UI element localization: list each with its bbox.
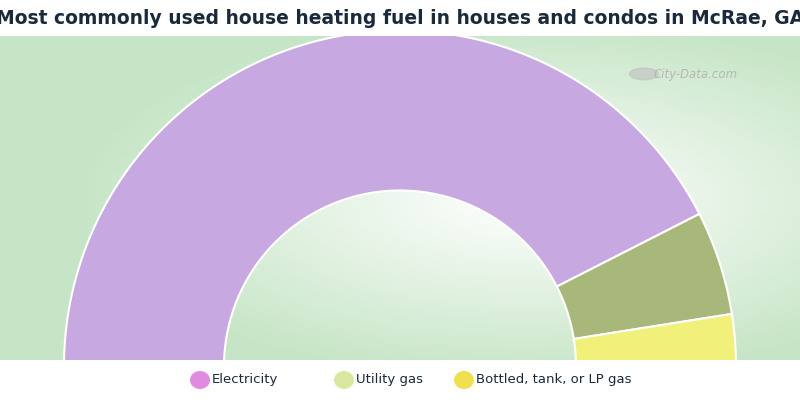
Polygon shape	[557, 214, 732, 339]
Polygon shape	[64, 30, 699, 366]
Ellipse shape	[334, 371, 354, 389]
Ellipse shape	[190, 371, 210, 389]
Text: City-Data.com: City-Data.com	[654, 68, 738, 81]
Text: Most commonly used house heating fuel in houses and condos in McRae, GA: Most commonly used house heating fuel in…	[0, 8, 800, 28]
Polygon shape	[574, 314, 736, 366]
Text: Bottled, tank, or LP gas: Bottled, tank, or LP gas	[476, 374, 631, 386]
Text: Utility gas: Utility gas	[356, 374, 423, 386]
Ellipse shape	[454, 371, 474, 389]
Text: Electricity: Electricity	[212, 374, 278, 386]
Circle shape	[630, 68, 658, 80]
